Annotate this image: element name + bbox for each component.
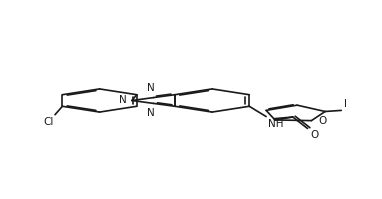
Text: O: O bbox=[311, 130, 319, 140]
Text: Cl: Cl bbox=[43, 117, 53, 127]
Text: O: O bbox=[318, 116, 326, 126]
Text: I: I bbox=[344, 99, 347, 109]
Text: N: N bbox=[147, 108, 155, 118]
Text: N: N bbox=[147, 83, 155, 93]
Text: NH: NH bbox=[267, 119, 283, 129]
Text: N: N bbox=[119, 96, 126, 105]
